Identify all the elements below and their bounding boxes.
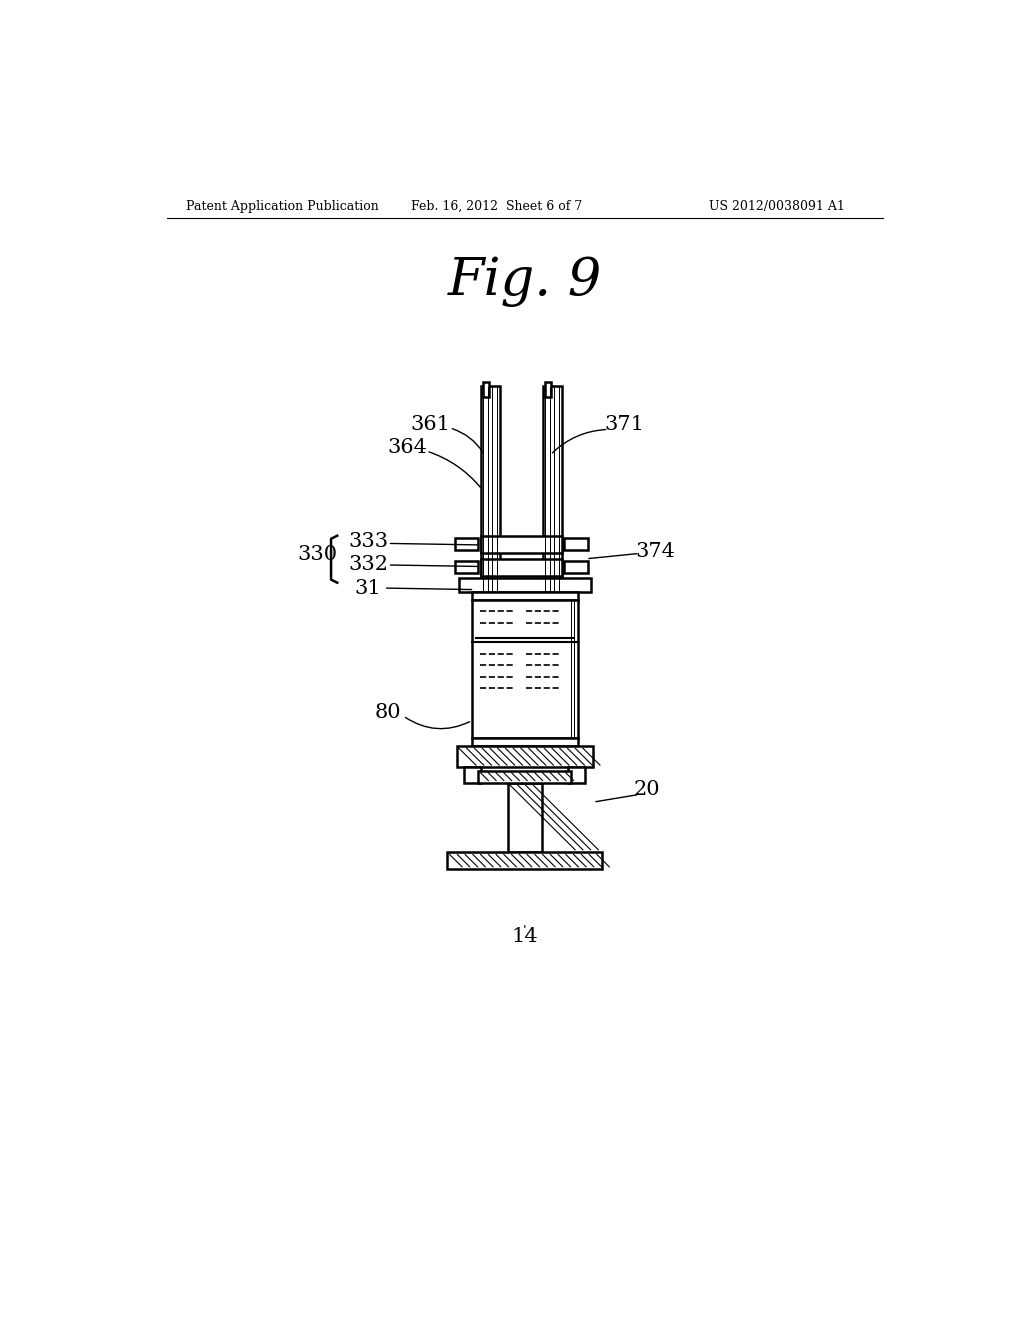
Bar: [447, 853, 602, 869]
Text: Feb. 16, 2012  Sheet 6 of 7: Feb. 16, 2012 Sheet 6 of 7: [411, 199, 582, 213]
Bar: [472, 738, 578, 746]
Text: 20: 20: [634, 780, 660, 800]
Text: 333: 333: [348, 532, 388, 552]
Bar: [472, 599, 578, 738]
Text: 371: 371: [604, 414, 644, 433]
Bar: [508, 783, 542, 853]
Text: US 2012/0038091 A1: US 2012/0038091 A1: [710, 199, 845, 213]
Bar: [459, 578, 591, 591]
Text: Fig. 9: Fig. 9: [447, 256, 602, 308]
Text: 14: 14: [511, 927, 539, 945]
Bar: [564, 561, 588, 573]
Text: 31: 31: [355, 578, 382, 598]
Bar: [478, 771, 571, 783]
Bar: [480, 385, 500, 594]
Text: 330: 330: [298, 545, 338, 565]
Bar: [455, 539, 478, 550]
Text: 364: 364: [387, 438, 427, 457]
Bar: [483, 381, 489, 397]
Bar: [543, 385, 562, 594]
Bar: [564, 539, 588, 550]
Text: Patent Application Publication: Patent Application Publication: [186, 199, 379, 213]
Bar: [568, 767, 586, 783]
Bar: [457, 746, 593, 767]
Bar: [455, 561, 478, 573]
Text: 374: 374: [635, 541, 675, 561]
Bar: [480, 558, 562, 576]
Bar: [480, 536, 562, 553]
Text: 361: 361: [411, 414, 451, 433]
Bar: [472, 591, 578, 599]
Text: 80: 80: [375, 704, 401, 722]
Bar: [545, 381, 551, 397]
Bar: [464, 767, 481, 783]
Text: 332: 332: [348, 554, 388, 574]
